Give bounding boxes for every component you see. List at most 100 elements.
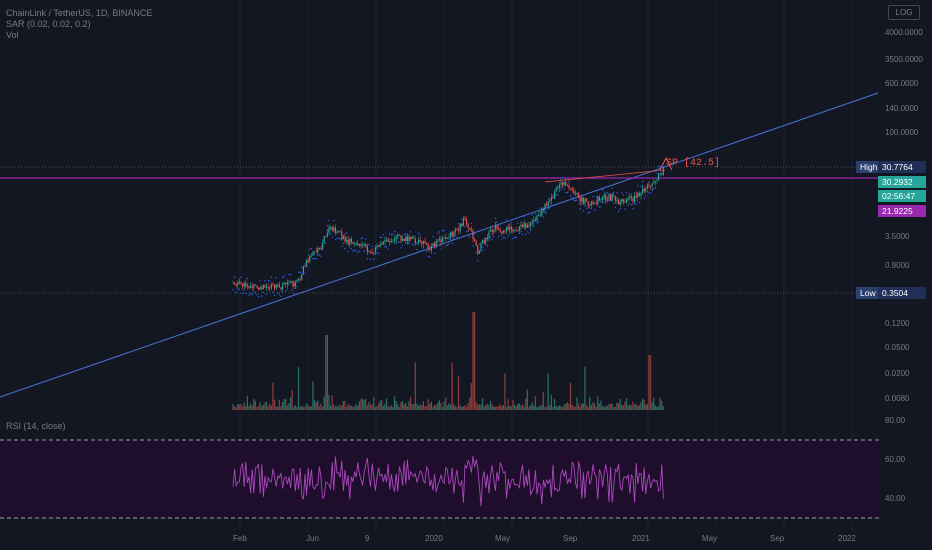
candle [515, 230, 517, 232]
sar-dot [347, 250, 349, 253]
sar-dot [369, 258, 372, 260]
trendline [0, 92, 879, 398]
volume-bar [581, 403, 583, 410]
candle [605, 194, 607, 201]
volume-bar [529, 405, 532, 410]
sar-dot [368, 243, 370, 246]
volume-bar [536, 406, 538, 410]
sar-dot [539, 207, 541, 209]
sar-dot [440, 248, 442, 251]
candle [642, 188, 644, 194]
candle [446, 238, 448, 239]
volume-bar [267, 406, 269, 410]
countdown-tag: 02:56:47 [878, 190, 926, 202]
sar-dot [390, 234, 393, 236]
volume-bar [646, 404, 648, 410]
candle [618, 200, 620, 205]
candle [414, 238, 416, 244]
candle [520, 224, 522, 227]
sar-dot [472, 245, 474, 247]
volume-bar [553, 399, 556, 410]
candle [330, 226, 332, 228]
candle [482, 240, 484, 244]
candle [434, 243, 436, 247]
volume-bar [309, 406, 311, 410]
volume-bar [245, 406, 247, 410]
volume-bar [317, 400, 319, 410]
sar-dot [278, 293, 281, 296]
candle [659, 173, 661, 175]
volume-bar [544, 406, 546, 410]
volume-bar [337, 406, 340, 410]
volume-bar [643, 399, 645, 410]
candles [232, 165, 664, 293]
log-scale-button[interactable]: LOG [888, 5, 920, 20]
candle [454, 228, 456, 232]
candle [563, 182, 565, 185]
sar-dot [561, 177, 564, 179]
volume-bar [662, 406, 664, 410]
sar-dot [365, 238, 367, 240]
volume-bar [616, 402, 618, 410]
candle [245, 283, 247, 287]
sar-dot [313, 257, 316, 260]
sar-dot [499, 223, 501, 226]
candle [410, 236, 412, 239]
candle [568, 185, 570, 189]
sar-dot [238, 288, 241, 291]
volume-bar [633, 404, 636, 410]
candle [269, 287, 271, 289]
volume-bar [363, 400, 365, 410]
candle [419, 240, 421, 242]
volume-bar [270, 405, 272, 410]
sar-dot [622, 194, 625, 196]
candle [366, 245, 368, 252]
candle [533, 219, 535, 222]
candle [566, 185, 568, 187]
volume-bar [577, 403, 580, 410]
sar-dot [448, 243, 450, 245]
candle [378, 245, 380, 247]
sar-dot [232, 289, 234, 291]
sar-dot [288, 274, 290, 276]
candle [450, 232, 452, 237]
sar-dot [473, 232, 476, 235]
volume-bar [494, 406, 496, 410]
sar-dot [293, 292, 295, 295]
sar-dot [342, 242, 345, 245]
sar-dot [406, 233, 409, 235]
sar-dot [520, 230, 522, 233]
sar-dot [549, 207, 551, 209]
sar-dot [296, 285, 298, 288]
volume-bar [376, 406, 378, 410]
volume-bar [600, 400, 602, 410]
candle [629, 196, 631, 199]
sp-annotation[interactable]: SP [42.5] [666, 158, 721, 169]
candle [504, 230, 506, 232]
candle [355, 243, 357, 244]
volume-bar [545, 406, 548, 410]
candle [382, 241, 384, 245]
candle [386, 239, 388, 241]
volume-bar [510, 406, 512, 410]
candle [560, 182, 562, 185]
candle [387, 239, 389, 242]
sar-dot [619, 208, 621, 210]
volume-bar [640, 402, 642, 410]
volume-bar [590, 404, 592, 410]
candle [250, 286, 252, 289]
candle [542, 208, 544, 211]
sar-legend: SAR (0.02, 0.02, 0.2) [6, 19, 91, 29]
sar-dot [414, 235, 417, 238]
candle [603, 194, 605, 197]
candle [307, 259, 309, 262]
volume-bar [645, 404, 647, 410]
volume-bar [429, 403, 431, 410]
candle [467, 224, 469, 229]
sar-dot [654, 186, 657, 189]
candle [486, 237, 488, 240]
volume-bar [589, 396, 591, 410]
volume-bar [635, 403, 637, 410]
candle [394, 238, 396, 242]
